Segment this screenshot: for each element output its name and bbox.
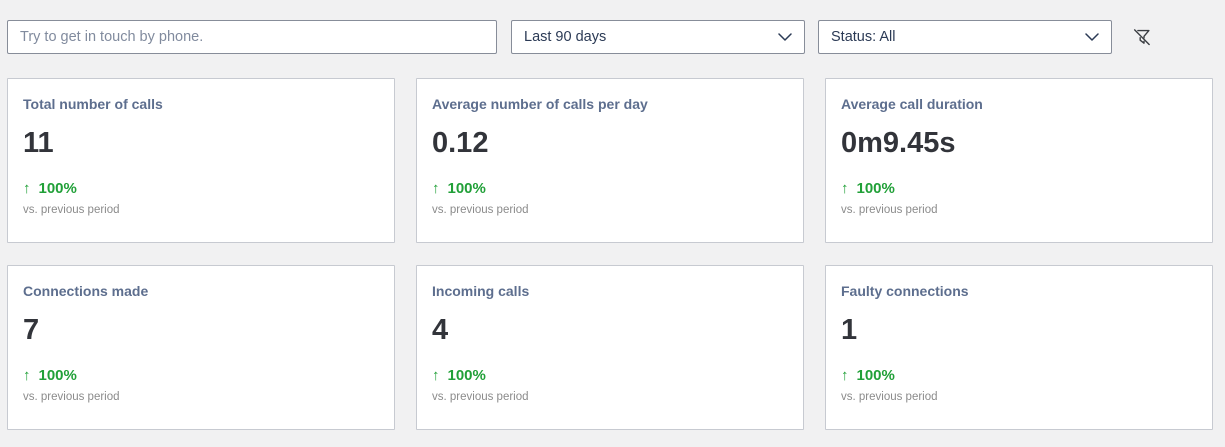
trend-change: 100% <box>38 366 77 384</box>
stat-card: Average number of calls per day 0.12 ↑ 1… <box>416 78 804 243</box>
card-trend: ↑ 100% <box>23 181 379 196</box>
status-dropdown[interactable]: Status: All <box>818 20 1112 54</box>
card-trend: ↑ 100% <box>841 368 1197 383</box>
card-title: Faulty connections <box>841 283 969 299</box>
card-value: 1 <box>841 314 858 347</box>
card-value: 4 <box>432 314 449 347</box>
comparison-label: vs. previous period <box>432 203 529 216</box>
stat-card: Total number of calls 11 ↑ 100% vs. prev… <box>7 78 395 243</box>
period-dropdown-value: Last 90 days <box>524 29 607 45</box>
trend-change: 100% <box>447 179 486 197</box>
filter-off-icon <box>1133 29 1150 46</box>
card-title: Average number of calls per day <box>432 96 648 112</box>
comparison-label: vs. previous period <box>23 390 120 403</box>
card-title: Total number of calls <box>23 96 163 112</box>
stat-card: Average call duration 0m9.45s ↑ 100% vs.… <box>825 78 1213 243</box>
stats-grid: Total number of calls 11 ↑ 100% vs. prev… <box>7 78 1213 430</box>
card-trend: ↑ 100% <box>841 181 1197 196</box>
trend-change: 100% <box>856 179 895 197</box>
stat-card: Incoming calls 4 ↑ 100% vs. previous per… <box>416 265 804 430</box>
chevron-down-icon <box>778 33 792 41</box>
clear-filters-button[interactable] <box>1129 24 1155 50</box>
stat-card: Faulty connections 1 ↑ 100% vs. previous… <box>825 265 1213 430</box>
trend-up-icon: ↑ <box>432 366 440 384</box>
card-value: 0m9.45s <box>841 127 956 160</box>
trend-up-icon: ↑ <box>23 179 31 197</box>
card-trend: ↑ 100% <box>432 368 788 383</box>
comparison-label: vs. previous period <box>841 203 938 216</box>
card-value: 7 <box>23 314 40 347</box>
filter-bar: Last 90 days Status: All <box>7 20 1213 54</box>
card-value: 0.12 <box>432 127 489 160</box>
card-trend: ↑ 100% <box>432 181 788 196</box>
dashboard-page: Last 90 days Status: All Total number of… <box>7 20 1213 430</box>
stat-card: Connections made 7 ↑ 100% vs. previous p… <box>7 265 395 430</box>
trend-change: 100% <box>856 366 895 384</box>
trend-up-icon: ↑ <box>841 179 849 197</box>
status-dropdown-value: Status: All <box>831 29 896 45</box>
trend-change: 100% <box>447 366 486 384</box>
comparison-label: vs. previous period <box>841 390 938 403</box>
trend-up-icon: ↑ <box>23 366 31 384</box>
trend-change: 100% <box>38 179 77 197</box>
trend-up-icon: ↑ <box>841 366 849 384</box>
card-title: Average call duration <box>841 96 983 112</box>
card-title: Incoming calls <box>432 283 530 299</box>
comparison-label: vs. previous period <box>432 390 529 403</box>
card-trend: ↑ 100% <box>23 368 379 383</box>
chevron-down-icon <box>1085 33 1099 41</box>
search-input[interactable] <box>7 20 497 54</box>
period-dropdown[interactable]: Last 90 days <box>511 20 805 54</box>
card-value: 11 <box>23 127 54 160</box>
trend-up-icon: ↑ <box>432 179 440 197</box>
comparison-label: vs. previous period <box>23 203 120 216</box>
card-title: Connections made <box>23 283 149 299</box>
